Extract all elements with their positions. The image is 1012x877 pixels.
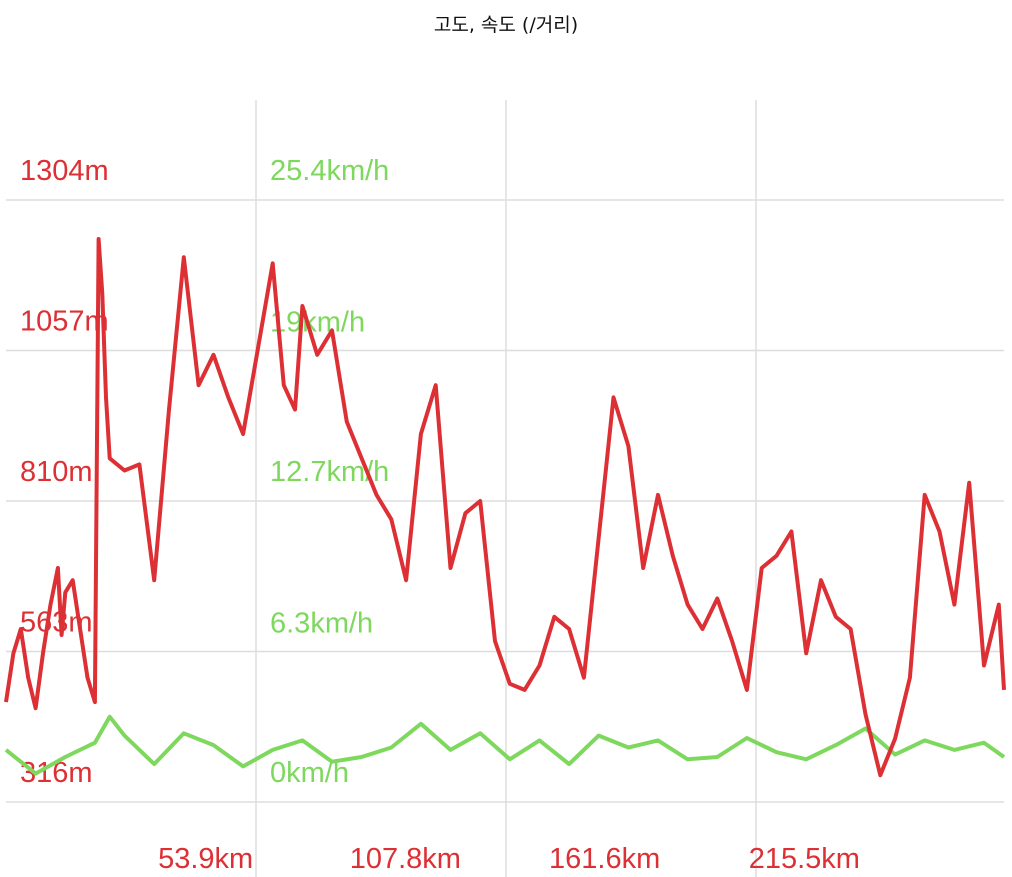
elevation-tick-label: 810m	[20, 456, 93, 488]
distance-tick-label: 107.8km	[350, 843, 461, 875]
elevation-tick-label: 1057m	[20, 306, 109, 338]
series-lines	[4, 237, 1006, 778]
distance-tick-label: 161.6km	[549, 843, 660, 875]
speed-tick-label: 19km/h	[270, 307, 365, 339]
speed-series-line	[4, 714, 1006, 776]
speed-tick-label: 25.4km/h	[270, 155, 389, 187]
distance-axis-labels: 53.9km 107.8km 161.6km 215.5km	[158, 843, 860, 875]
elevation-series-line	[4, 237, 1006, 778]
distance-tick-label: 215.5km	[749, 843, 860, 875]
elevation-tick-label: 1304m	[20, 155, 109, 187]
chart-title: 고도, 속도 (/거리)	[433, 14, 579, 36]
grid-lines	[6, 100, 1004, 877]
speed-tick-label: 6.3km/h	[270, 608, 373, 640]
distance-tick-label: 53.9km	[158, 843, 253, 875]
